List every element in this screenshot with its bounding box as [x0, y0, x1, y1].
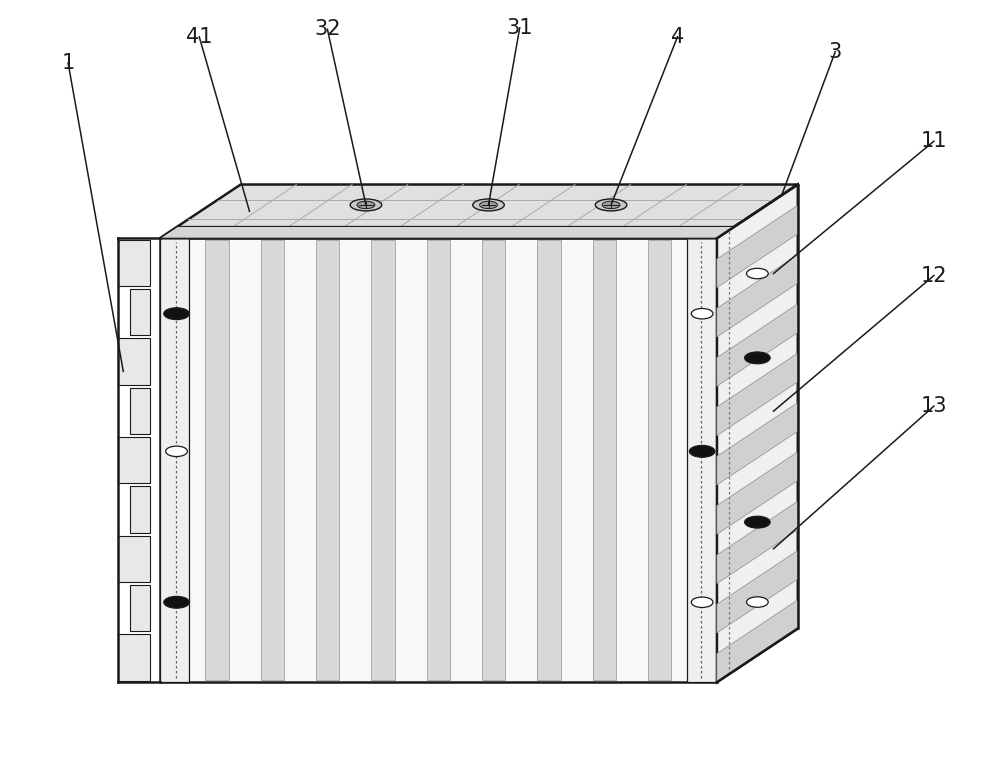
- Ellipse shape: [747, 268, 768, 279]
- Bar: [130, 486, 150, 533]
- Bar: [118, 635, 150, 681]
- Bar: [118, 239, 150, 286]
- Ellipse shape: [691, 309, 713, 319]
- Ellipse shape: [602, 201, 620, 209]
- Text: 1: 1: [61, 53, 75, 73]
- Bar: [118, 437, 150, 483]
- Text: 32: 32: [314, 19, 341, 40]
- Polygon shape: [717, 255, 798, 337]
- Bar: [160, 238, 189, 682]
- Ellipse shape: [745, 352, 770, 364]
- Ellipse shape: [473, 199, 504, 211]
- Ellipse shape: [745, 516, 770, 528]
- Polygon shape: [160, 185, 798, 238]
- Polygon shape: [717, 501, 798, 584]
- Bar: [427, 240, 450, 680]
- Ellipse shape: [689, 445, 715, 458]
- Text: 12: 12: [921, 265, 947, 286]
- Bar: [130, 289, 150, 335]
- Ellipse shape: [350, 199, 382, 211]
- Polygon shape: [717, 600, 798, 682]
- Ellipse shape: [164, 597, 189, 608]
- Text: 31: 31: [506, 17, 533, 38]
- Polygon shape: [717, 550, 798, 633]
- Polygon shape: [717, 452, 798, 534]
- Ellipse shape: [480, 201, 497, 209]
- Ellipse shape: [166, 446, 187, 457]
- Bar: [371, 240, 395, 680]
- Bar: [687, 238, 717, 682]
- Polygon shape: [717, 353, 798, 435]
- Bar: [648, 240, 671, 680]
- Ellipse shape: [357, 201, 375, 209]
- Polygon shape: [160, 226, 735, 238]
- Text: 4: 4: [671, 27, 684, 47]
- Bar: [130, 388, 150, 434]
- Polygon shape: [717, 304, 798, 386]
- Bar: [118, 536, 150, 582]
- Ellipse shape: [164, 308, 189, 320]
- Bar: [130, 585, 150, 632]
- Polygon shape: [717, 403, 798, 485]
- Bar: [537, 240, 561, 680]
- Bar: [205, 240, 229, 680]
- Bar: [316, 240, 339, 680]
- Ellipse shape: [595, 199, 627, 211]
- Bar: [160, 238, 717, 682]
- Bar: [482, 240, 505, 680]
- Text: 13: 13: [921, 396, 947, 416]
- Ellipse shape: [691, 597, 713, 607]
- Polygon shape: [717, 185, 798, 682]
- Bar: [593, 240, 616, 680]
- Bar: [118, 338, 150, 385]
- Text: 11: 11: [921, 131, 947, 151]
- Bar: [261, 240, 284, 680]
- Polygon shape: [717, 205, 798, 287]
- Text: 41: 41: [186, 27, 212, 47]
- Text: 3: 3: [829, 42, 842, 62]
- Ellipse shape: [747, 597, 768, 607]
